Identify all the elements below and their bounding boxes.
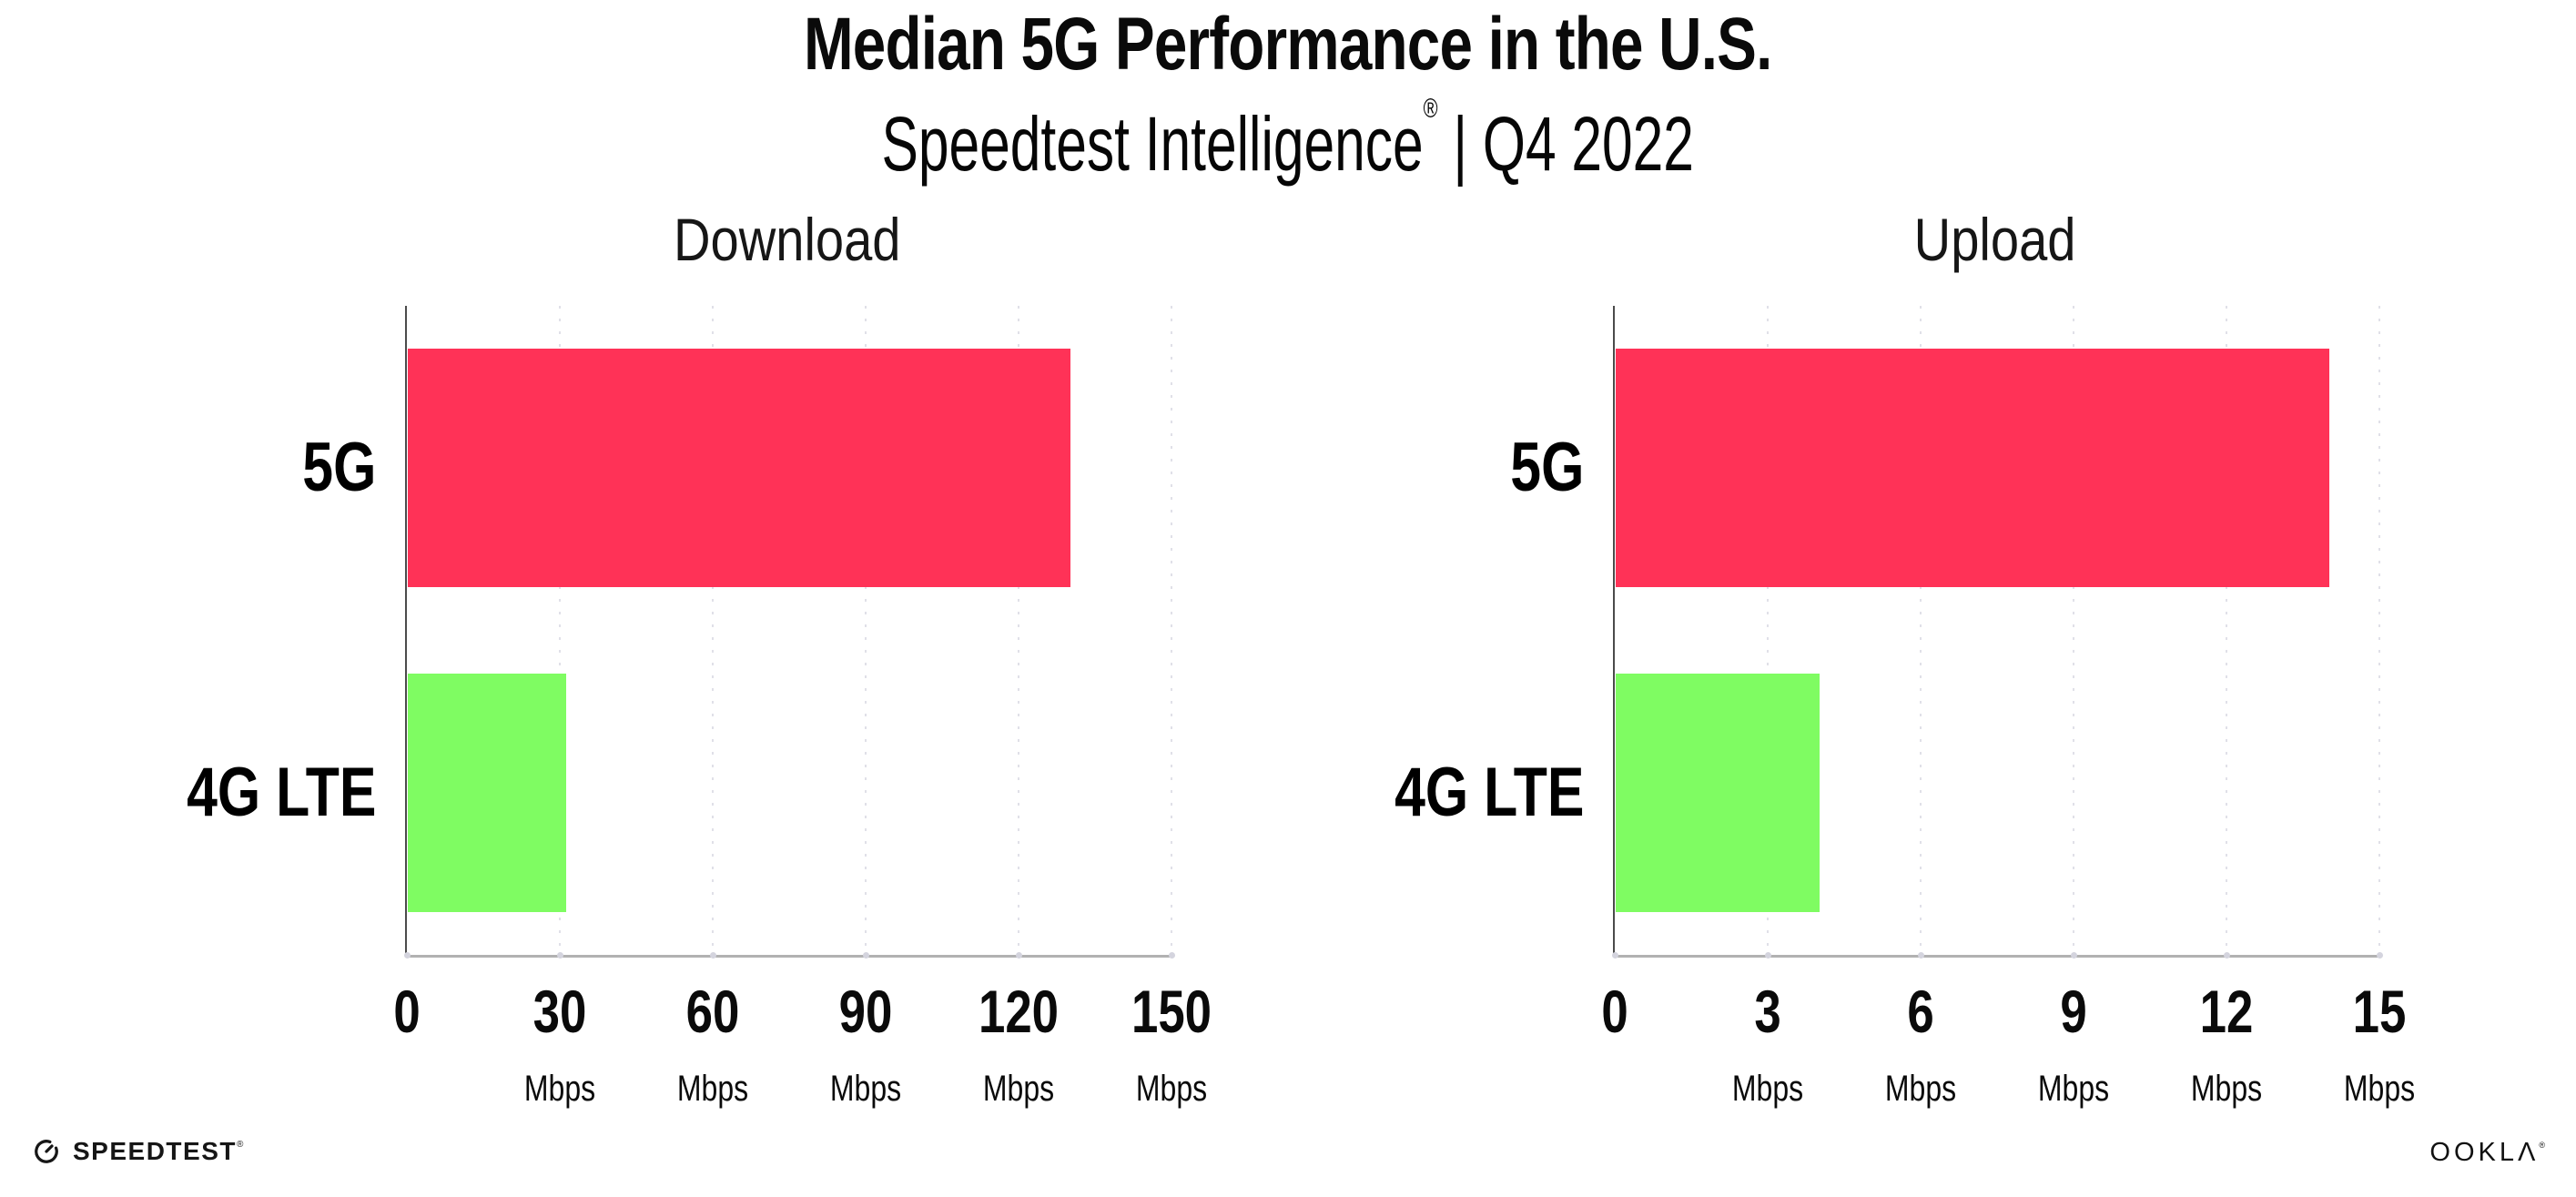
ookla-logo: OOKLΛ® [2429, 1140, 2545, 1166]
subtitle-brand: Speedtest Intelligence [881, 101, 1424, 187]
x-tick-label-15: 15 [2352, 978, 2407, 1045]
axis-tick-dot-30 [557, 952, 563, 959]
axis-tick-dot-0 [404, 952, 411, 959]
category-label-5g: 5G [0, 427, 376, 509]
gridline-120 [1018, 306, 1019, 955]
upload-plot-area: 0 3 Mbps 6 Mbps 9 Mbps 12 Mbps 15 Mbps 5G 4G LTE [1394, 306, 2415, 1107]
speedtest-registered-mark: ® [236, 1140, 244, 1150]
category-label-text: 4G LTE [186, 753, 376, 831]
axis-tick-dot-60 [710, 952, 716, 959]
category-label-4g-lte: 4G LTE [1202, 752, 1584, 834]
bar-4g-lte-download [408, 673, 566, 912]
x-tick-unit-9: Mbps [2037, 1069, 2110, 1109]
bar-5g-upload [1616, 349, 2329, 588]
axis-tick-dot-0 [1612, 952, 1618, 959]
x-tick-unit-120: Mbps [982, 1069, 1055, 1109]
speedtest-wordmark: SPEEDTEST [73, 1137, 237, 1165]
x-tick-label-9: 9 [2060, 978, 2087, 1045]
axis-tick-dot-90 [863, 952, 869, 959]
x-tick-label-150: 150 [1131, 978, 1212, 1045]
download-chart-title: Download [405, 209, 1170, 269]
axis-tick-dot-9 [2071, 952, 2077, 959]
category-label-text: 5G [1509, 429, 1584, 507]
upload-chart-title-text: Upload [1914, 206, 2076, 273]
download-chart-title-text: Download [674, 206, 901, 273]
gridline-15 [2378, 306, 2380, 955]
x-tick-label-0: 0 [1601, 978, 1628, 1045]
gridline-60 [712, 306, 714, 955]
axis-tick-dot-12 [2224, 952, 2230, 959]
x-tick-label-90: 90 [838, 978, 893, 1045]
gridline-30 [559, 306, 561, 955]
subtitle-period: | Q4 2022 [1453, 101, 1695, 187]
ookla-wordmark: OOKLΛ [2429, 1138, 2540, 1167]
x-tick-label-60: 60 [685, 978, 740, 1045]
gridline-6 [1920, 306, 1922, 955]
x-tick-unit-6: Mbps [1884, 1069, 1957, 1109]
registered-mark: ® [1423, 94, 1438, 124]
x-tick-label-12: 12 [2199, 978, 2254, 1045]
axis-tick-dot-3 [1765, 952, 1771, 959]
x-tick-unit-3: Mbps [1731, 1069, 1804, 1109]
gridline-9 [2073, 306, 2074, 955]
speedtest-gauge-icon [35, 1140, 58, 1163]
x-tick-unit-150: Mbps [1135, 1069, 1208, 1109]
x-tick-label-30: 30 [532, 978, 587, 1045]
x-tick-label-0: 0 [393, 978, 421, 1045]
speedtest-logo: SPEEDTEST® [33, 1138, 243, 1165]
category-label-text: 4G LTE [1394, 753, 1584, 831]
x-tick-unit-60: Mbps [676, 1069, 749, 1109]
category-label-text: 5G [301, 429, 376, 507]
page-title: Median 5G Performance in the U.S. [0, 5, 2576, 84]
page-title-text: Median 5G Performance in the U.S. [804, 3, 1772, 86]
page-subtitle: Speedtest Intelligence® | Q4 2022 [0, 95, 2576, 184]
download-plot-area: 0 30 Mbps 60 Mbps 90 Mbps 120 Mbps 150 Mbps 5G 4G LT… [187, 306, 1212, 1107]
x-tick-label-6: 6 [1907, 978, 1934, 1045]
x-tick-label-3: 3 [1754, 978, 1781, 1045]
category-label-4g-lte: 4G LTE [0, 752, 376, 834]
axis-tick-dot-120 [1016, 952, 1022, 959]
x-tick-unit-12: Mbps [2190, 1069, 2263, 1109]
x-tick-unit-90: Mbps [829, 1069, 902, 1109]
axis-tick-dot-6 [1918, 952, 1924, 959]
axis-tick-dot-150 [1169, 952, 1175, 959]
bar-4g-lte-upload [1616, 673, 1820, 912]
gridline-150 [1171, 306, 1172, 955]
gridline-12 [2226, 306, 2227, 955]
ookla-registered-mark: ® [2539, 1141, 2545, 1150]
gridline-90 [865, 306, 867, 955]
category-label-5g: 5G [1202, 427, 1584, 509]
x-tick-unit-15: Mbps [2343, 1069, 2416, 1109]
bar-5g-download [408, 349, 1070, 588]
x-tick-label-120: 120 [978, 978, 1060, 1045]
x-tick-unit-30: Mbps [523, 1069, 596, 1109]
gridline-3 [1767, 306, 1769, 955]
upload-chart-title: Upload [1613, 209, 2378, 269]
axis-tick-dot-15 [2377, 952, 2383, 959]
